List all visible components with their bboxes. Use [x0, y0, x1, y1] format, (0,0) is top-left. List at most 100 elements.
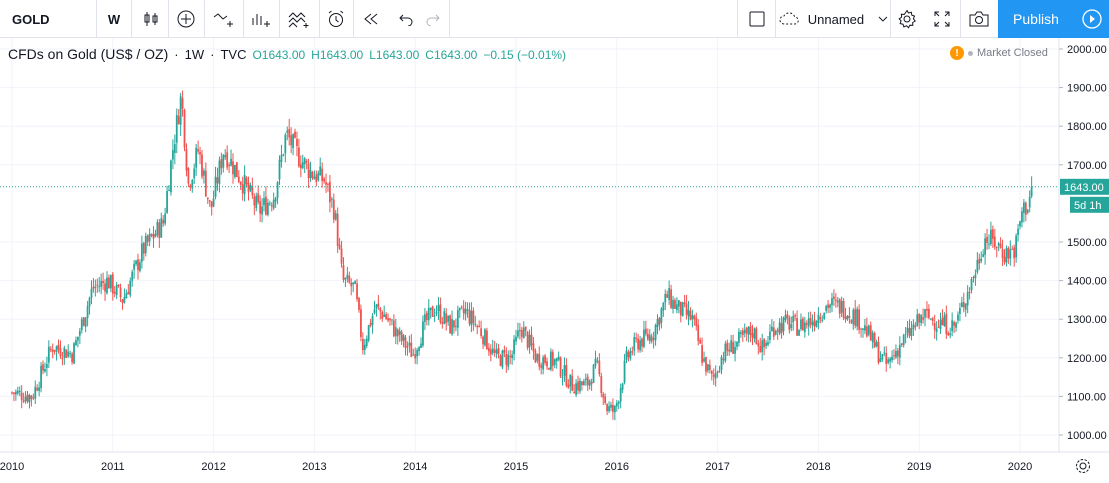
candle-body [619, 388, 622, 402]
play-button[interactable] [1074, 0, 1109, 38]
candle-body [325, 182, 327, 185]
replay-button[interactable] [357, 0, 385, 38]
candle-body [530, 334, 533, 346]
candle-body [148, 233, 151, 242]
candle-body [284, 134, 287, 154]
settings-button[interactable] [892, 0, 922, 38]
x-tick-label: 2010 [0, 461, 24, 473]
candle-body [334, 212, 337, 220]
chart-settings-icon[interactable] [1076, 459, 1090, 473]
candle-body [520, 329, 523, 337]
candle-body [666, 294, 669, 298]
candle-body [650, 336, 653, 342]
candle-body [877, 341, 880, 363]
chart-pane[interactable]: 2000.00 1900.00 1800.00 1700.00 1500.00 1400.… [0, 38, 1109, 483]
snapshot-button[interactable] [963, 0, 995, 38]
interval-selector[interactable]: W [107, 11, 121, 27]
candle-body [301, 162, 304, 169]
candle-body [38, 387, 41, 391]
candle-body [707, 364, 709, 371]
last-price-text: 1643.00 [1064, 182, 1104, 194]
candle-body [974, 274, 977, 279]
candle-body [389, 318, 391, 321]
legend-title[interactable]: CFDs on Gold (US$ / OZ) [8, 46, 169, 62]
candle-body [294, 131, 296, 138]
candle-body [69, 353, 72, 355]
candle-body [288, 129, 291, 138]
candle-body [865, 326, 868, 337]
candle-body [753, 328, 756, 339]
candle-body [115, 285, 118, 296]
candle-body [272, 199, 275, 209]
candle-body [468, 309, 471, 324]
alert-button[interactable] [322, 0, 350, 38]
fullscreen-toggle-button[interactable] [742, 0, 772, 38]
candle-body [957, 314, 959, 321]
candle-body [883, 352, 886, 354]
candle-body [1015, 235, 1018, 258]
time-axis[interactable]: 2010 2011 2012 2013 2014 2015 2016 2017 2018 2019… [0, 451, 1109, 473]
publish-button[interactable]: Publish [998, 0, 1074, 38]
fullscreen-button[interactable] [928, 0, 956, 38]
price-chart[interactable]: 2000.00 1900.00 1800.00 1700.00 1500.00 1400.… [0, 38, 1109, 483]
candle-body [425, 312, 428, 320]
candle-body [990, 229, 992, 244]
last-price-label: 1643.00 [1060, 178, 1109, 195]
candle-body [482, 336, 484, 345]
candle-body [270, 205, 273, 207]
indicators-button[interactable] [246, 0, 276, 38]
candle-body [243, 174, 246, 195]
compare-symbol-button[interactable] [172, 0, 200, 38]
price-axis[interactable]: 2000.00 1900.00 1800.00 1700.00 1500.00 1400.… [1058, 38, 1107, 452]
candle-body [263, 198, 265, 206]
undo-button[interactable] [392, 0, 420, 38]
candle-body [18, 390, 21, 393]
candle-body [689, 310, 692, 320]
candle-body [999, 243, 1002, 249]
candle-body [119, 287, 122, 298]
candle-body [336, 213, 339, 246]
compare-button[interactable] [208, 0, 240, 38]
candle-body [313, 176, 316, 180]
candle-body [78, 330, 81, 336]
candle-body [47, 346, 50, 363]
candle-body [889, 358, 892, 362]
candle-body [278, 159, 281, 180]
candle-body [633, 337, 636, 351]
candle-body [86, 305, 89, 318]
templates-button[interactable] [282, 0, 316, 38]
candle-body [1030, 186, 1033, 197]
symbol-search[interactable]: GOLD [12, 11, 50, 27]
redo-button[interactable] [420, 0, 446, 38]
settings-icon [898, 9, 916, 29]
cloud-icon [779, 12, 799, 25]
candle-body [28, 395, 31, 403]
x-tick-label: 2016 [605, 461, 629, 473]
candle-body [819, 317, 822, 320]
candle-body [282, 154, 285, 156]
candle-body [891, 356, 893, 361]
layout-name-menu[interactable]: Unnamed [778, 0, 888, 38]
x-tick-label: 2013 [302, 461, 326, 473]
candle-body [811, 321, 814, 326]
candle-body [338, 244, 341, 249]
candle-body [792, 316, 795, 323]
candle-body [251, 186, 254, 196]
candle-body [617, 401, 620, 404]
x-tick-label: 2011 [101, 461, 125, 473]
candle-body [770, 326, 773, 332]
candle-body [976, 260, 979, 273]
candle-body [497, 348, 500, 355]
candle-body [641, 338, 643, 347]
candle-body [218, 160, 221, 184]
chart-type-button[interactable] [138, 0, 164, 38]
candle-body [515, 336, 517, 342]
candle-body [67, 351, 70, 357]
candle-body [608, 406, 610, 412]
gear-icon-center [1079, 462, 1087, 470]
candle-body [945, 313, 948, 335]
market-status[interactable]: ! Market Closed [950, 46, 1048, 60]
candle-body [631, 351, 634, 353]
candle-body [201, 154, 203, 177]
candle-body [534, 350, 537, 363]
